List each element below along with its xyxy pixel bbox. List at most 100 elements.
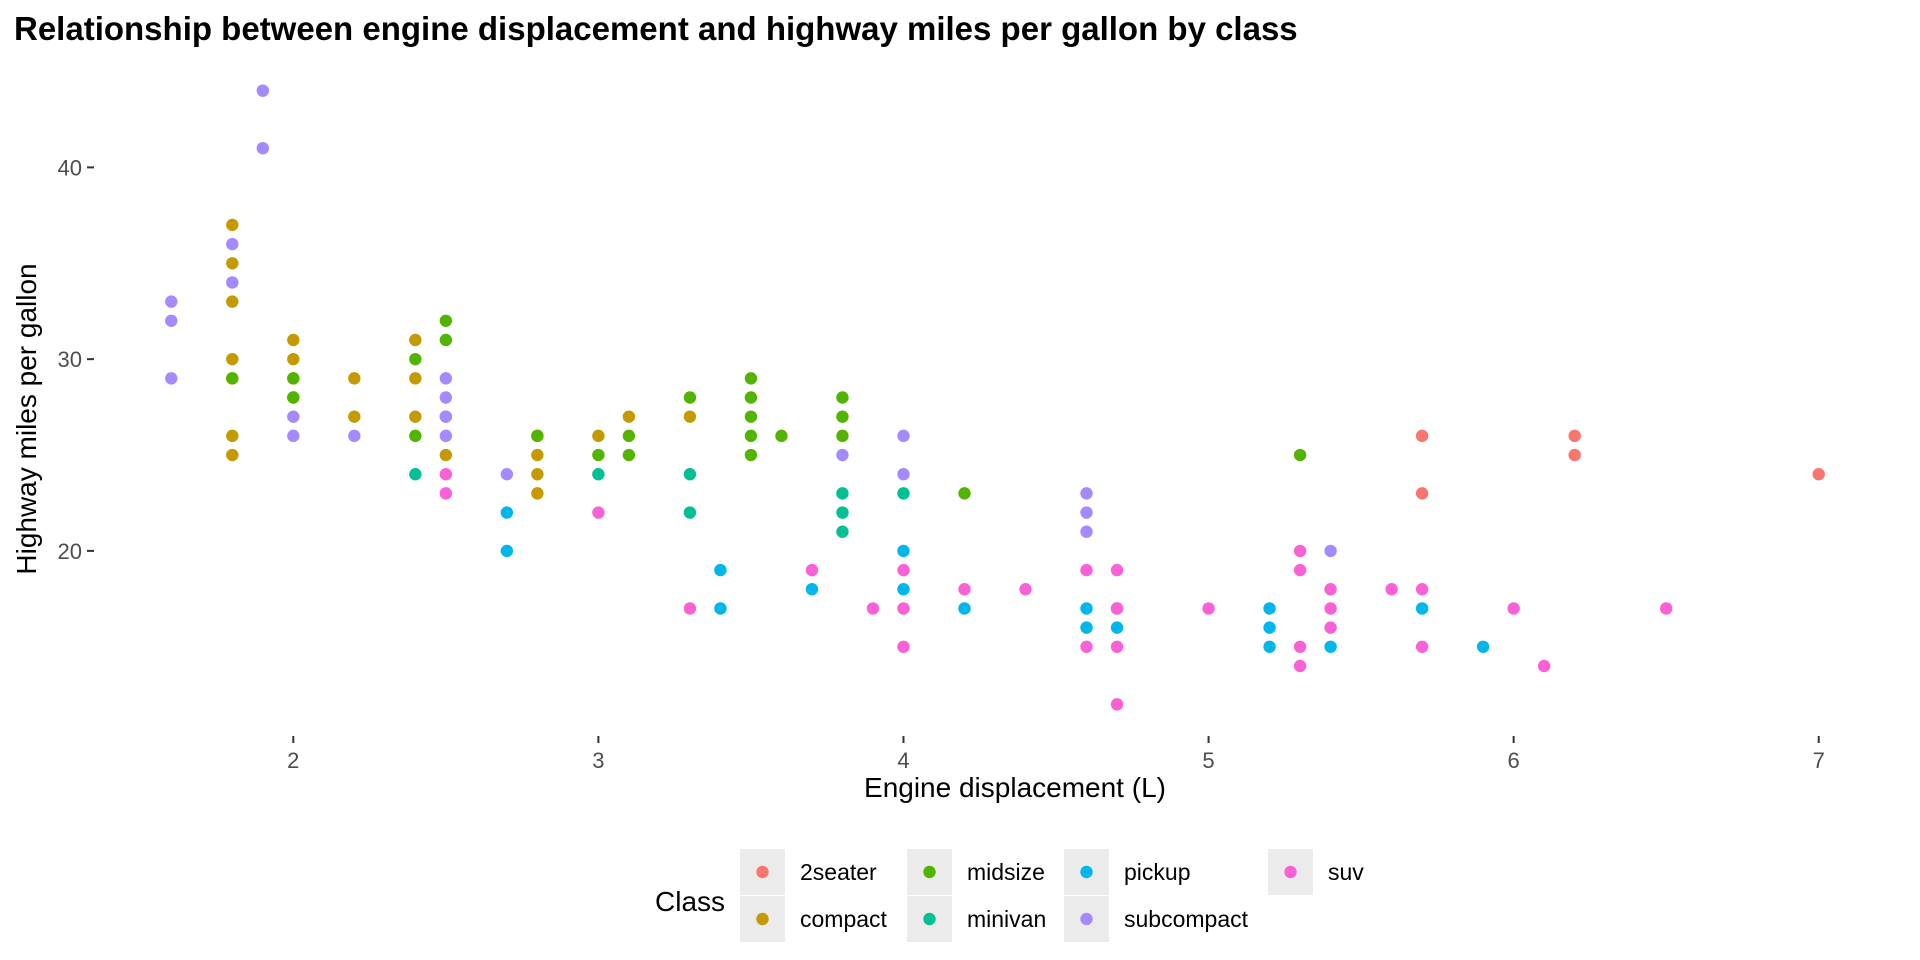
data-point-suv [1293, 544, 1307, 558]
data-point-midsize [958, 487, 971, 500]
data-point-suv [1110, 698, 1124, 711]
data-point-suv [1110, 602, 1124, 615]
data-point-subcompact [256, 84, 269, 97]
legend-label-compact: compact [800, 906, 888, 932]
data-point-pickup [500, 506, 514, 519]
data-point-suv [805, 563, 819, 577]
legend: Class 2seater compact midsize minivan pickup… [655, 849, 1364, 942]
data-point-minivan [683, 506, 697, 519]
data-point-compact [226, 429, 239, 443]
data-point-compact [226, 218, 239, 232]
data-point-subcompact [439, 429, 453, 443]
series-minivan [409, 468, 910, 538]
series-2seater [1415, 429, 1825, 500]
data-point-subcompact [287, 410, 300, 423]
data-point-midsize [226, 372, 239, 385]
data-point-minivan [836, 487, 849, 500]
data-point-suv [1415, 640, 1429, 653]
data-point-midsize [744, 391, 758, 404]
data-point-pickup [1324, 640, 1337, 653]
data-point-suv [1202, 602, 1215, 615]
data-point-subcompact [226, 276, 239, 289]
data-point-compact [287, 352, 300, 366]
x-tick-label: 4 [897, 748, 909, 773]
legend-item-compact: compact [740, 896, 888, 942]
data-points [165, 84, 1825, 711]
legend-key-midsize [923, 865, 936, 879]
data-point-suv [1415, 583, 1429, 596]
data-point-suv [958, 583, 971, 596]
y-tick-label: 30 [58, 347, 82, 372]
data-point-minivan [683, 468, 697, 481]
data-point-pickup [805, 583, 819, 596]
data-point-subcompact [836, 448, 849, 462]
x-tick-label: 6 [1508, 748, 1520, 773]
data-point-suv [1537, 659, 1551, 673]
y-axis: 20 30 40 [58, 155, 94, 564]
data-point-suv [1293, 640, 1307, 653]
data-point-midsize [1293, 448, 1307, 462]
x-tick-label: 3 [592, 748, 604, 773]
data-point-pickup [1080, 602, 1093, 615]
data-point-midsize [775, 429, 788, 443]
data-point-midsize [744, 429, 758, 443]
data-point-compact [622, 410, 636, 423]
data-point-pickup [1080, 621, 1093, 634]
data-point-suv [1659, 602, 1673, 615]
legend-item-pickup: pickup [1064, 849, 1190, 895]
data-point-midsize [531, 429, 544, 443]
legend-item-2seater: 2seater [740, 849, 877, 895]
x-tick-label: 2 [287, 748, 299, 773]
data-point-midsize [836, 410, 849, 423]
data-point-pickup [958, 602, 971, 615]
data-point-compact [531, 487, 544, 500]
data-point-suv [1324, 621, 1337, 634]
data-point-midsize [744, 372, 758, 385]
legend-key-subcompact [1080, 912, 1093, 926]
data-point-pickup [897, 544, 910, 558]
data-point-suv [897, 563, 910, 577]
data-point-midsize [592, 448, 605, 462]
data-point-suv [439, 468, 453, 481]
data-point-pickup [1263, 640, 1276, 653]
series-midsize [226, 314, 1307, 500]
x-axis-title: Engine displacement (L) [864, 772, 1166, 803]
y-axis-title: Highway miles per gallon [11, 263, 42, 574]
data-point-midsize [287, 372, 300, 385]
data-point-subcompact [226, 237, 239, 251]
x-tick-label: 5 [1202, 748, 1214, 773]
data-point-compact [226, 448, 239, 462]
data-point-compact [409, 372, 422, 385]
legend-item-suv: suv [1268, 849, 1364, 895]
data-point-suv [897, 602, 910, 615]
legend-item-midsize: midsize [907, 849, 1045, 895]
data-point-subcompact [897, 429, 910, 443]
data-point-suv [1293, 659, 1307, 673]
data-point-midsize [409, 429, 422, 443]
data-point-pickup [1476, 640, 1490, 653]
data-point-compact [531, 448, 544, 462]
legend-key-suv [1284, 865, 1297, 879]
data-point-compact [592, 429, 605, 443]
data-point-midsize [836, 429, 849, 443]
data-point-suv [439, 487, 453, 500]
data-point-subcompact [165, 314, 178, 327]
data-point-compact [409, 410, 422, 423]
data-point-subcompact [256, 142, 269, 155]
data-point-2seater [1812, 468, 1825, 481]
data-point-minivan [409, 468, 422, 481]
data-point-compact [531, 468, 544, 481]
data-point-suv [897, 640, 910, 653]
data-point-subcompact [439, 391, 453, 404]
data-point-subcompact [500, 468, 514, 481]
data-point-minivan [836, 525, 849, 538]
series-suv [439, 468, 1673, 711]
data-point-midsize [287, 391, 300, 404]
data-point-compact [226, 295, 239, 308]
y-tick-label: 40 [58, 155, 82, 180]
data-point-suv [1080, 563, 1093, 577]
data-point-midsize [439, 333, 453, 347]
data-point-subcompact [348, 429, 361, 443]
data-point-suv [592, 506, 605, 519]
